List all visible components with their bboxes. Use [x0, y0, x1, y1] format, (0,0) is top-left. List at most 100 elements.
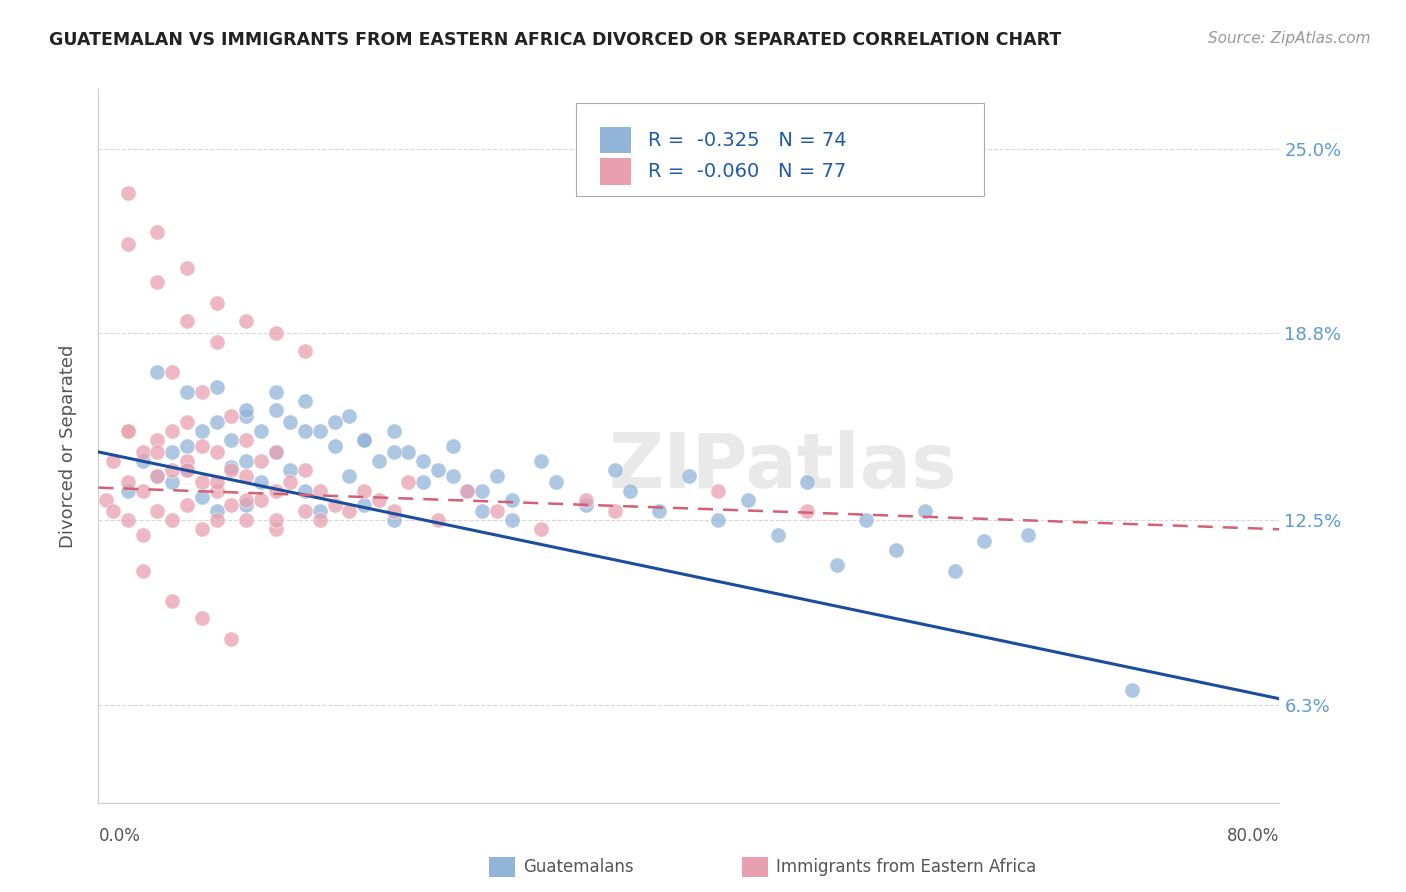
Text: R =  -0.325   N = 74: R = -0.325 N = 74 — [648, 130, 846, 150]
Point — [678, 468, 700, 483]
Point — [796, 504, 818, 518]
Point — [530, 454, 553, 468]
Point — [176, 463, 198, 477]
Point — [707, 483, 730, 498]
Point — [162, 445, 183, 459]
Point — [353, 433, 375, 447]
Point — [146, 468, 169, 483]
Point — [191, 385, 214, 400]
Point — [205, 379, 228, 393]
Point — [427, 513, 450, 527]
Point — [309, 513, 332, 527]
Point — [280, 415, 302, 429]
Point — [353, 483, 375, 498]
Point — [117, 475, 139, 489]
Point — [117, 424, 139, 438]
Point — [235, 433, 257, 447]
Point — [146, 504, 169, 518]
Point — [264, 483, 287, 498]
Point — [146, 445, 169, 459]
Point — [323, 415, 346, 429]
Point — [132, 564, 155, 578]
Point — [368, 454, 391, 468]
Point — [205, 483, 228, 498]
Point — [176, 499, 198, 513]
Point — [162, 513, 183, 527]
Point — [294, 394, 316, 409]
Point — [264, 326, 287, 340]
Point — [235, 468, 257, 483]
Point — [191, 490, 214, 504]
Point — [117, 483, 139, 498]
Point — [250, 424, 273, 438]
Point — [176, 385, 198, 400]
Point — [973, 534, 995, 549]
Point — [737, 492, 759, 507]
Text: Immigrants from Eastern Africa: Immigrants from Eastern Africa — [776, 858, 1036, 876]
Point — [796, 475, 818, 489]
Point — [176, 439, 198, 453]
Point — [441, 439, 464, 453]
Point — [294, 504, 316, 518]
Point — [235, 454, 257, 468]
Point — [309, 483, 332, 498]
Point — [471, 504, 494, 518]
Text: GUATEMALAN VS IMMIGRANTS FROM EASTERN AFRICA DIVORCED OR SEPARATED CORRELATION C: GUATEMALAN VS IMMIGRANTS FROM EASTERN AF… — [49, 31, 1062, 49]
Point — [146, 276, 169, 290]
Point — [648, 504, 671, 518]
Point — [605, 463, 627, 477]
Point — [221, 499, 243, 513]
Point — [103, 454, 125, 468]
Point — [1018, 528, 1040, 542]
Point — [235, 409, 257, 424]
Point — [398, 475, 420, 489]
Point — [117, 236, 139, 251]
Point — [117, 513, 139, 527]
Point — [162, 593, 183, 607]
Point — [235, 499, 257, 513]
Point — [412, 454, 434, 468]
Point — [235, 314, 257, 328]
Point — [707, 513, 730, 527]
Point — [146, 468, 169, 483]
Text: Guatemalans: Guatemalans — [523, 858, 634, 876]
Point — [530, 522, 553, 536]
Point — [132, 445, 155, 459]
Text: 0.0%: 0.0% — [98, 827, 141, 845]
Point — [176, 454, 198, 468]
Point — [221, 632, 243, 647]
Point — [205, 475, 228, 489]
Point — [132, 528, 155, 542]
Point — [221, 409, 243, 424]
Text: R =  -0.060   N = 77: R = -0.060 N = 77 — [648, 161, 846, 181]
Point — [205, 445, 228, 459]
Point — [205, 513, 228, 527]
Point — [205, 415, 228, 429]
Point — [221, 459, 243, 474]
Point — [766, 528, 789, 542]
Point — [250, 454, 273, 468]
Point — [146, 225, 169, 239]
Point — [205, 334, 228, 349]
Y-axis label: Divorced or Separated: Divorced or Separated — [59, 344, 77, 548]
Text: ZIPatlas: ZIPatlas — [609, 431, 957, 504]
Point — [1121, 682, 1143, 697]
Point — [132, 454, 155, 468]
Point — [382, 504, 405, 518]
Point — [235, 492, 257, 507]
Point — [884, 543, 907, 558]
Point — [191, 522, 214, 536]
Point — [221, 433, 243, 447]
Point — [191, 424, 214, 438]
Point — [427, 463, 450, 477]
Point — [309, 424, 332, 438]
Point — [294, 483, 316, 498]
Point — [280, 463, 302, 477]
Point — [146, 433, 169, 447]
Point — [176, 415, 198, 429]
Point — [221, 463, 243, 477]
Point — [323, 439, 346, 453]
Point — [323, 499, 346, 513]
Text: 80.0%: 80.0% — [1227, 827, 1279, 845]
Point — [250, 492, 273, 507]
